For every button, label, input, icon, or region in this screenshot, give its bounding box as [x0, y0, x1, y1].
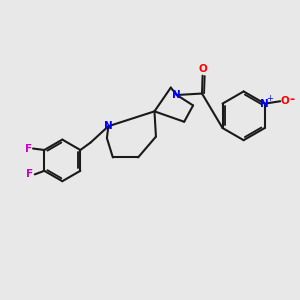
Text: N: N	[172, 90, 181, 100]
Text: N: N	[260, 99, 269, 109]
Text: O: O	[198, 64, 207, 74]
Text: N: N	[104, 121, 113, 131]
Text: F: F	[25, 143, 32, 154]
Text: O: O	[280, 96, 289, 106]
Text: F: F	[26, 169, 34, 179]
Text: +: +	[266, 94, 273, 103]
Text: -: -	[290, 93, 295, 106]
